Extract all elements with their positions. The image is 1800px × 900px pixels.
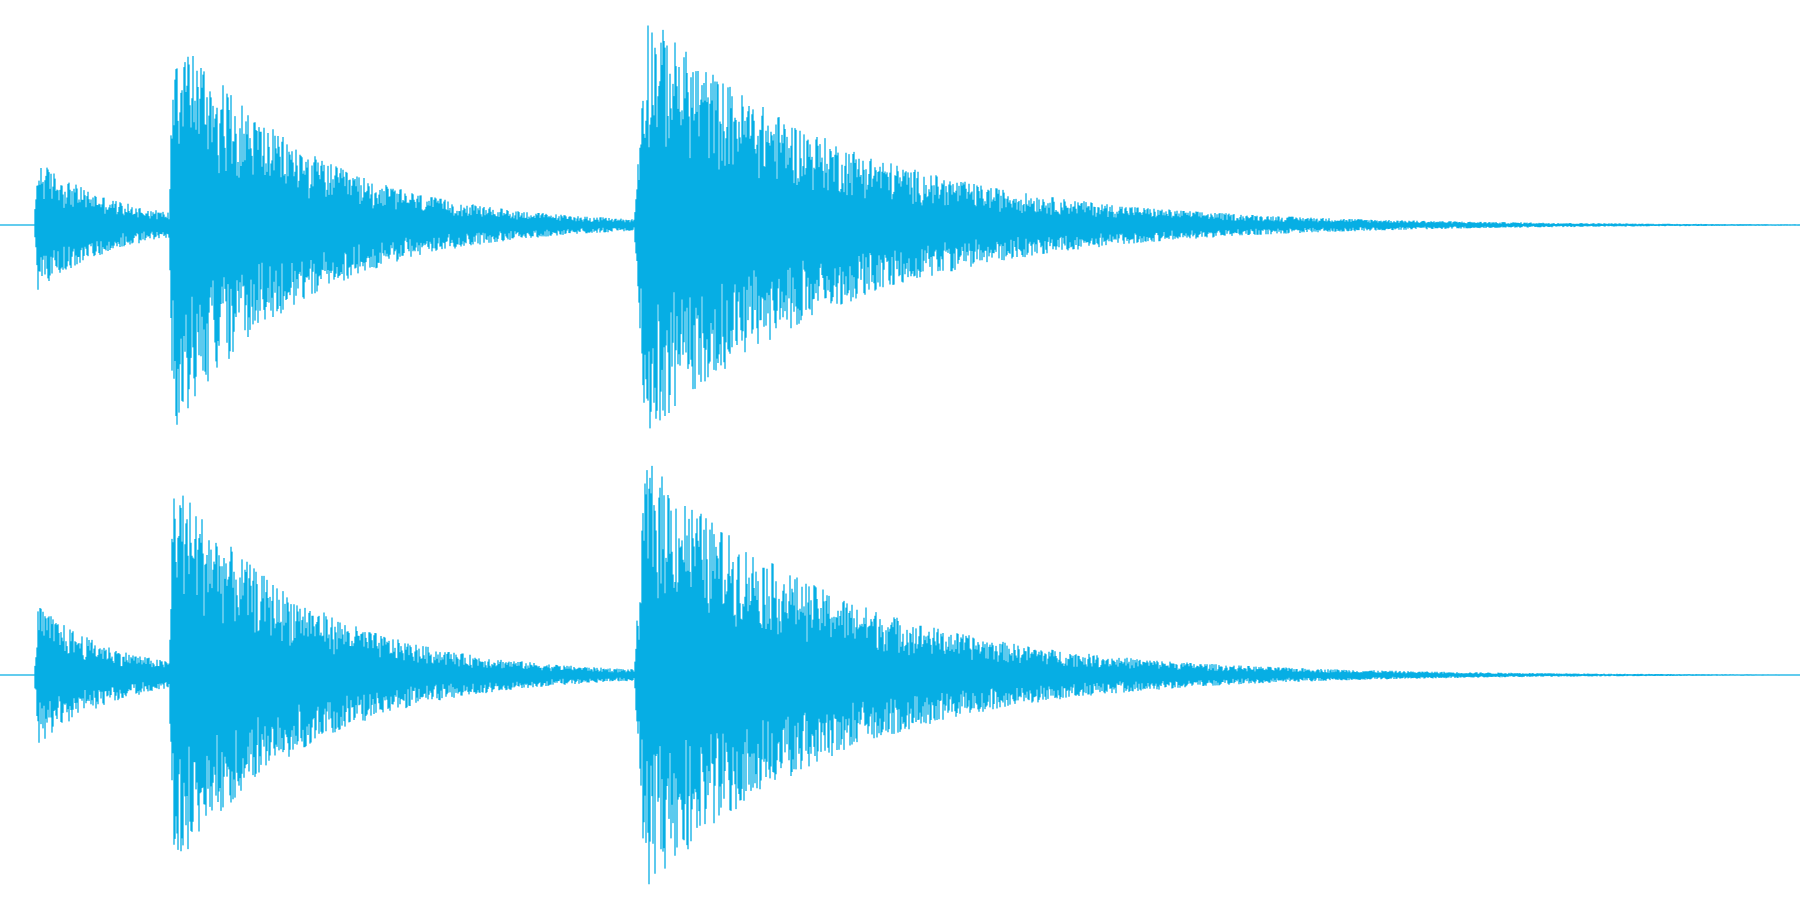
channel-2-signal: [34, 465, 1800, 885]
channel-1-signal: [34, 25, 1800, 429]
channel-2-waveform: [0, 465, 1800, 885]
channel-1-waveform: [0, 25, 1800, 429]
